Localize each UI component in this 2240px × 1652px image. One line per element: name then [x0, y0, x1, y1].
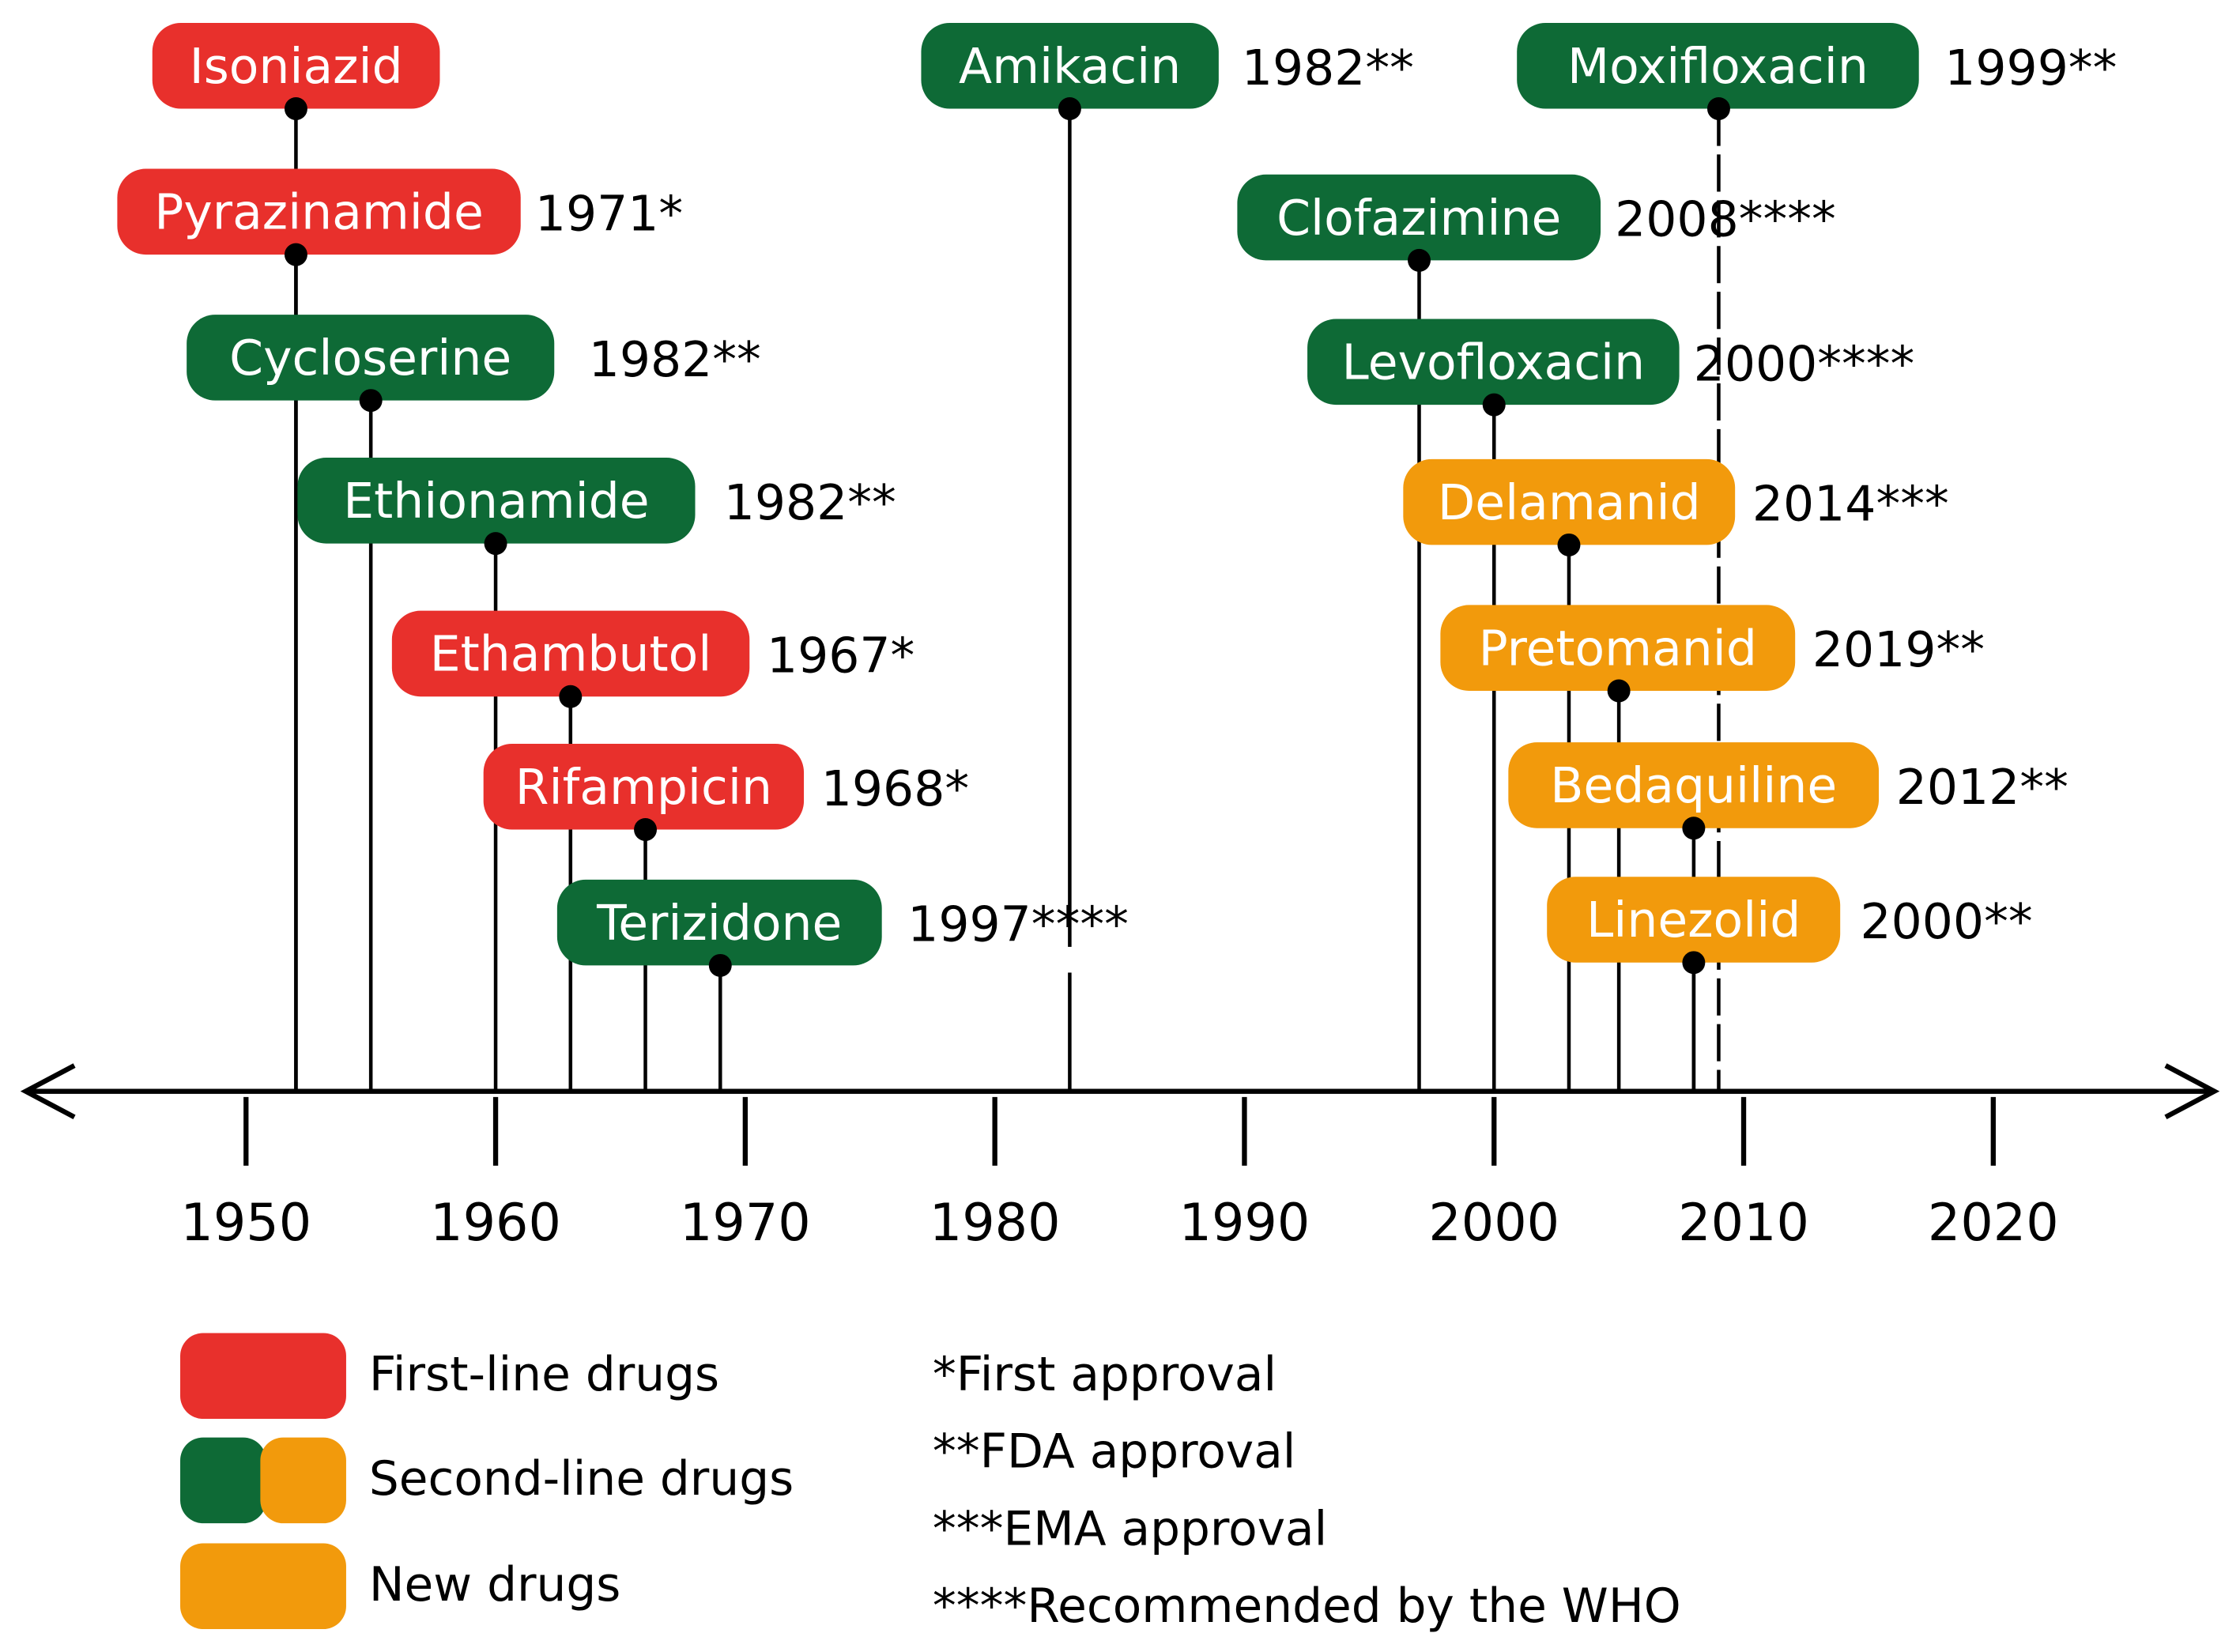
axis-tick-label-1970: 1970: [680, 1194, 811, 1253]
drug-pill-isoniazid: [152, 22, 440, 109]
stem-dot-isoniazid: [284, 97, 307, 120]
approval-year-bedaquiline: 2012**: [1896, 759, 2068, 816]
footnote-ema-approval: ***EMA approval: [933, 1502, 1327, 1556]
axis-tick-label-2010: 2010: [1678, 1194, 1809, 1253]
legend-label-second-line: Second-line drugs: [369, 1452, 794, 1507]
axis-left-arrow-icon: [20, 1063, 76, 1120]
footnote-fda-approval: **FDA approval: [933, 1425, 1295, 1480]
drug-pill-delamanid: [1403, 458, 1736, 545]
drug-name-isoniazid: Isoniazid: [190, 38, 403, 95]
approval-year-cycloserine: 1982**: [589, 331, 761, 388]
axis-tick-label-1990: 1990: [1179, 1194, 1310, 1253]
legend-swatch-second-line-orange: [260, 1437, 346, 1524]
drug-pill-pretomanid: [1440, 605, 1796, 691]
axis-right-arrow-icon: [2164, 1063, 2220, 1120]
drug-name-ethambutol: Ethambutol: [430, 626, 712, 683]
stem-dot-linezolid: [1682, 951, 1706, 975]
stem-dot-moxifloxacin: [1706, 97, 1730, 120]
approval-year-delamanid: 2014***: [1752, 476, 1949, 533]
approval-year-moxifloxacin: 1999**: [1944, 40, 2117, 96]
drug-pill-amikacin: [921, 22, 1219, 109]
axis-tick-label-2020: 2020: [1928, 1194, 2059, 1253]
drug-name-moxifloxacin: Moxifloxacin: [1567, 38, 1869, 95]
drug-pill-moxifloxacin: [1517, 22, 1919, 109]
drug-name-rifampicin: Rifampicin: [515, 759, 772, 816]
legend-swatch-second-line-green: [180, 1437, 266, 1524]
drug-pill-terizidone: [556, 879, 882, 966]
stem-dot-clofazimine: [1408, 248, 1431, 272]
drug-name-linezolid: Linezolid: [1586, 892, 1801, 949]
stem-dot-amikacin: [1058, 97, 1081, 120]
approval-year-ethambutol: 1967*: [767, 627, 914, 684]
footnote-who-recommended: ****Recommended by the WHO: [933, 1579, 1681, 1634]
stem-dot-ethionamide: [484, 532, 507, 556]
stem-gap-mask: [1058, 946, 1082, 973]
drug-name-amikacin: Amikacin: [959, 38, 1181, 95]
footnote-first-approval: *First approval: [933, 1348, 1276, 1402]
approval-year-ethionamide: 1982**: [724, 474, 896, 531]
stem-dot-delamanid: [1557, 533, 1581, 556]
axis-tick-label-1960: 1960: [430, 1194, 561, 1253]
drug-pill-ethambutol: [391, 610, 750, 697]
stem-dot-pretomanid: [1607, 679, 1631, 703]
legend-label-first-line: First-line drugs: [369, 1348, 719, 1402]
stem-dot-rifampicin: [634, 818, 658, 841]
stem-dot-terizidone: [708, 953, 732, 977]
axis-ticks: 1950 1960 1970 1980 1990 2000 2010 2020: [180, 1096, 2059, 1253]
drug-pill-linezolid: [1547, 877, 1841, 963]
approval-year-clofazimine: 2008****: [1615, 191, 1836, 248]
stem-dot-cycloserine: [359, 389, 383, 413]
drug-pill-cycloserine: [187, 315, 555, 401]
approval-year-terizidone: 1997****: [907, 896, 1129, 953]
legend: First-line drugs Second-line drugs New d…: [180, 1333, 794, 1630]
drug-pill-clofazimine: [1237, 174, 1601, 261]
drug-name-cycloserine: Cycloserine: [229, 330, 511, 387]
stem-dot-ethambutol: [559, 685, 583, 708]
drug-pill-levofloxacin: [1307, 319, 1680, 405]
approval-year-amikacin: 1982**: [1242, 40, 1414, 96]
approval-year-rifampicin: 1968*: [821, 760, 969, 817]
drug-name-levofloxacin: Levofloxacin: [1342, 334, 1646, 391]
legend-label-new-drugs: New drugs: [369, 1558, 621, 1612]
drug-pill-rifampicin: [483, 743, 805, 830]
drug-pill-bedaquiline: [1508, 742, 1880, 828]
drug-labels-layer: Isoniazid Pyrazinamide 1971* Cycloserine 198…: [117, 22, 2117, 977]
legend-swatch-new-drugs: [180, 1543, 346, 1630]
drug-name-pretomanid: Pretomanid: [1479, 620, 1757, 677]
drug-pill-ethionamide: [297, 458, 696, 544]
stem-dot-pyrazinamide: [284, 243, 307, 266]
approval-year-levofloxacin: 2000****: [1694, 335, 1915, 392]
approval-year-pyrazinamide: 1971*: [535, 185, 683, 242]
drug-name-pyrazinamide: Pyrazinamide: [154, 184, 483, 241]
approval-year-pretomanid: 2019**: [1812, 621, 1985, 678]
legend-swatch-first-line: [180, 1333, 346, 1420]
drug-name-ethionamide: Ethionamide: [343, 473, 649, 530]
footnotes: *First approval **FDA approval ***EMA ap…: [933, 1348, 1681, 1634]
axis-layer: [20, 1063, 2220, 1120]
drug-name-terizidone: Terizidone: [596, 895, 842, 952]
drug-pill-pyrazinamide: [117, 168, 521, 255]
approval-year-linezolid: 2000**: [1861, 893, 2033, 950]
axis-tick-label-1950: 1950: [180, 1194, 311, 1253]
axis-tick-label-1980: 1980: [930, 1194, 1061, 1253]
stem-dot-levofloxacin: [1482, 393, 1506, 417]
axis-tick-label-2000: 2000: [1428, 1194, 1559, 1253]
drug-name-delamanid: Delamanid: [1438, 474, 1701, 531]
drug-name-bedaquiline: Bedaquiline: [1550, 757, 1837, 814]
drug-name-clofazimine: Clofazimine: [1276, 190, 1561, 247]
stem-dot-bedaquiline: [1682, 817, 1706, 840]
